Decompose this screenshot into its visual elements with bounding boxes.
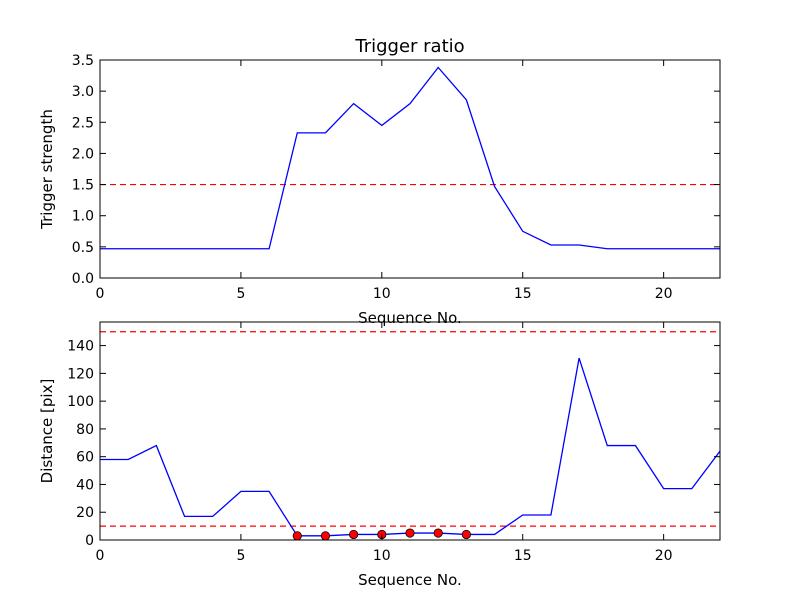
plot-area [99, 321, 721, 541]
y-tick-label: 2.5 [72, 115, 94, 131]
x-tick-label: 15 [514, 286, 532, 302]
axes-frame [99, 59, 721, 279]
plot-area [99, 59, 721, 279]
x-tick-label: 10 [373, 286, 391, 302]
x-tick-label: 5 [236, 286, 245, 302]
y-tick-label: 40 [76, 477, 94, 493]
x-tick-label: 10 [373, 548, 391, 564]
y-tick-label: 2.0 [72, 146, 94, 162]
x-tick-label: 0 [96, 548, 105, 564]
y-tick-label: 0.5 [72, 240, 94, 256]
series-line-0 [100, 66, 720, 250]
data-point-marker [405, 528, 415, 538]
y-tick-label: 0 [85, 533, 94, 549]
data-point-marker [292, 531, 302, 541]
y-tick-label: 80 [76, 422, 94, 438]
x-axis-ticks: 0 5 10 15 20 [96, 322, 673, 564]
y-axis-label: Distance [pix] [38, 379, 56, 484]
data-point-marker [461, 529, 471, 540]
distance-chart: 0 5 10 15 20 0 20 40 60 80 100 120 140 Sequence No.… [38, 321, 721, 589]
x-tick-label: 15 [514, 548, 532, 564]
y-axis-ticks: 0 20 40 60 80 100 120 140 [67, 339, 720, 549]
x-tick-label: 0 [96, 286, 105, 302]
x-axis-label: Sequence No. [358, 571, 462, 589]
data-point-marker [349, 529, 359, 540]
data-point-marker [433, 528, 443, 538]
trigger-ratio-chart: Trigger ratio 0 5 10 15 20 0.0 0.5 1.0 1.5 2.0 2.… [38, 36, 721, 327]
axes-frame [99, 321, 721, 541]
chart-title: Trigger ratio [354, 36, 464, 57]
y-tick-label: 120 [67, 366, 94, 382]
data-point-marker [320, 531, 331, 541]
x-tick-label: 5 [236, 548, 245, 564]
y-tick-label: 3.0 [72, 84, 94, 100]
x-axis-label: Sequence No. [358, 309, 462, 327]
x-axis-ticks: 0 5 10 15 20 [96, 60, 673, 302]
y-axis-ticks: 0.0 0.5 1.0 1.5 2.0 2.5 3.0 3.5 [72, 53, 720, 287]
y-tick-label: 1.5 [72, 178, 94, 194]
y-tick-label: 1.0 [72, 209, 94, 225]
y-axis-label: Trigger strength [38, 109, 56, 230]
y-tick-label: 140 [67, 339, 94, 355]
y-tick-label: 0.0 [72, 271, 94, 287]
x-tick-label: 20 [655, 286, 673, 302]
y-tick-label: 100 [67, 394, 94, 410]
x-tick-label: 20 [655, 548, 673, 564]
y-tick-label: 60 [76, 450, 94, 466]
y-tick-label: 3.5 [72, 53, 94, 69]
y-tick-label: 20 [76, 505, 94, 521]
